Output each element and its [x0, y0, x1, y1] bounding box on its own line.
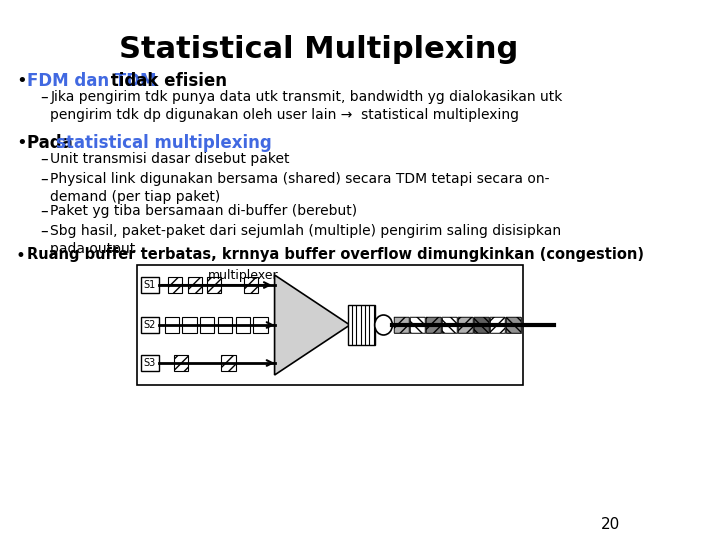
Bar [426, 317, 441, 333]
Circle shape [374, 315, 392, 335]
Bar [474, 317, 489, 333]
Bar [458, 317, 473, 333]
Text: Physical link digunakan bersama (shared) secara TDM tetapi secara on-
demand (pe: Physical link digunakan bersama (shared)… [50, 172, 550, 205]
FancyBboxPatch shape [141, 277, 158, 293]
Text: •: • [16, 247, 26, 265]
Bar [182, 317, 197, 333]
Text: Statistical Multiplexing: Statistical Multiplexing [120, 35, 518, 64]
Text: statistical multiplexing: statistical multiplexing [56, 134, 271, 152]
Text: •: • [16, 72, 27, 90]
Bar [505, 317, 521, 333]
Bar [426, 317, 441, 333]
Bar [235, 317, 250, 333]
Bar [165, 317, 179, 333]
Polygon shape [274, 275, 350, 375]
Bar [474, 317, 489, 333]
Bar [394, 317, 409, 333]
Bar [138, 265, 523, 385]
Text: Sbg hasil, paket-paket dari sejumlah (multiple) pengirim saling disisipkan
pada : Sbg hasil, paket-paket dari sejumlah (mu… [50, 224, 562, 256]
Bar [174, 355, 188, 371]
Bar [410, 317, 426, 333]
Bar [410, 317, 426, 333]
Text: –: – [40, 204, 48, 219]
Bar [490, 317, 505, 333]
Bar [168, 277, 182, 293]
Text: S1: S1 [143, 280, 156, 290]
Bar [188, 277, 202, 293]
Text: Pada: Pada [27, 134, 78, 152]
Text: –: – [40, 224, 48, 239]
Bar [222, 355, 235, 371]
Text: Paket yg tiba bersamaan di-buffer (berebut): Paket yg tiba bersamaan di-buffer (bereb… [50, 204, 358, 218]
Bar [218, 317, 232, 333]
Text: S2: S2 [143, 320, 156, 330]
Bar [442, 317, 457, 333]
Bar [490, 317, 505, 333]
Text: multiplexer: multiplexer [208, 269, 279, 282]
Bar [505, 317, 521, 333]
Text: Unit transmisi dasar disebut paket: Unit transmisi dasar disebut paket [50, 152, 290, 166]
Bar [394, 317, 409, 333]
Text: –: – [40, 172, 48, 187]
Text: Jika pengirim tdk punya data utk transmit, bandwidth yg dialokasikan utk
pengiri: Jika pengirim tdk punya data utk transmi… [50, 90, 563, 123]
Text: –: – [40, 90, 48, 105]
Bar [458, 317, 473, 333]
Bar [442, 317, 457, 333]
Text: –: – [40, 152, 48, 167]
Bar [348, 305, 374, 345]
Text: tidak efisien: tidak efisien [104, 72, 227, 90]
Bar [200, 317, 215, 333]
Bar [243, 277, 258, 293]
Text: S3: S3 [143, 358, 156, 368]
Text: FDM dan TDM: FDM dan TDM [27, 72, 156, 90]
Text: Ruang buffer terbatas, krnnya buffer overflow dimungkinkan (congestion): Ruang buffer terbatas, krnnya buffer ove… [27, 247, 644, 262]
Bar [253, 317, 268, 333]
FancyBboxPatch shape [141, 355, 158, 371]
FancyBboxPatch shape [141, 317, 158, 333]
Bar [207, 277, 222, 293]
Text: •: • [16, 134, 27, 152]
Text: 20: 20 [600, 517, 620, 532]
